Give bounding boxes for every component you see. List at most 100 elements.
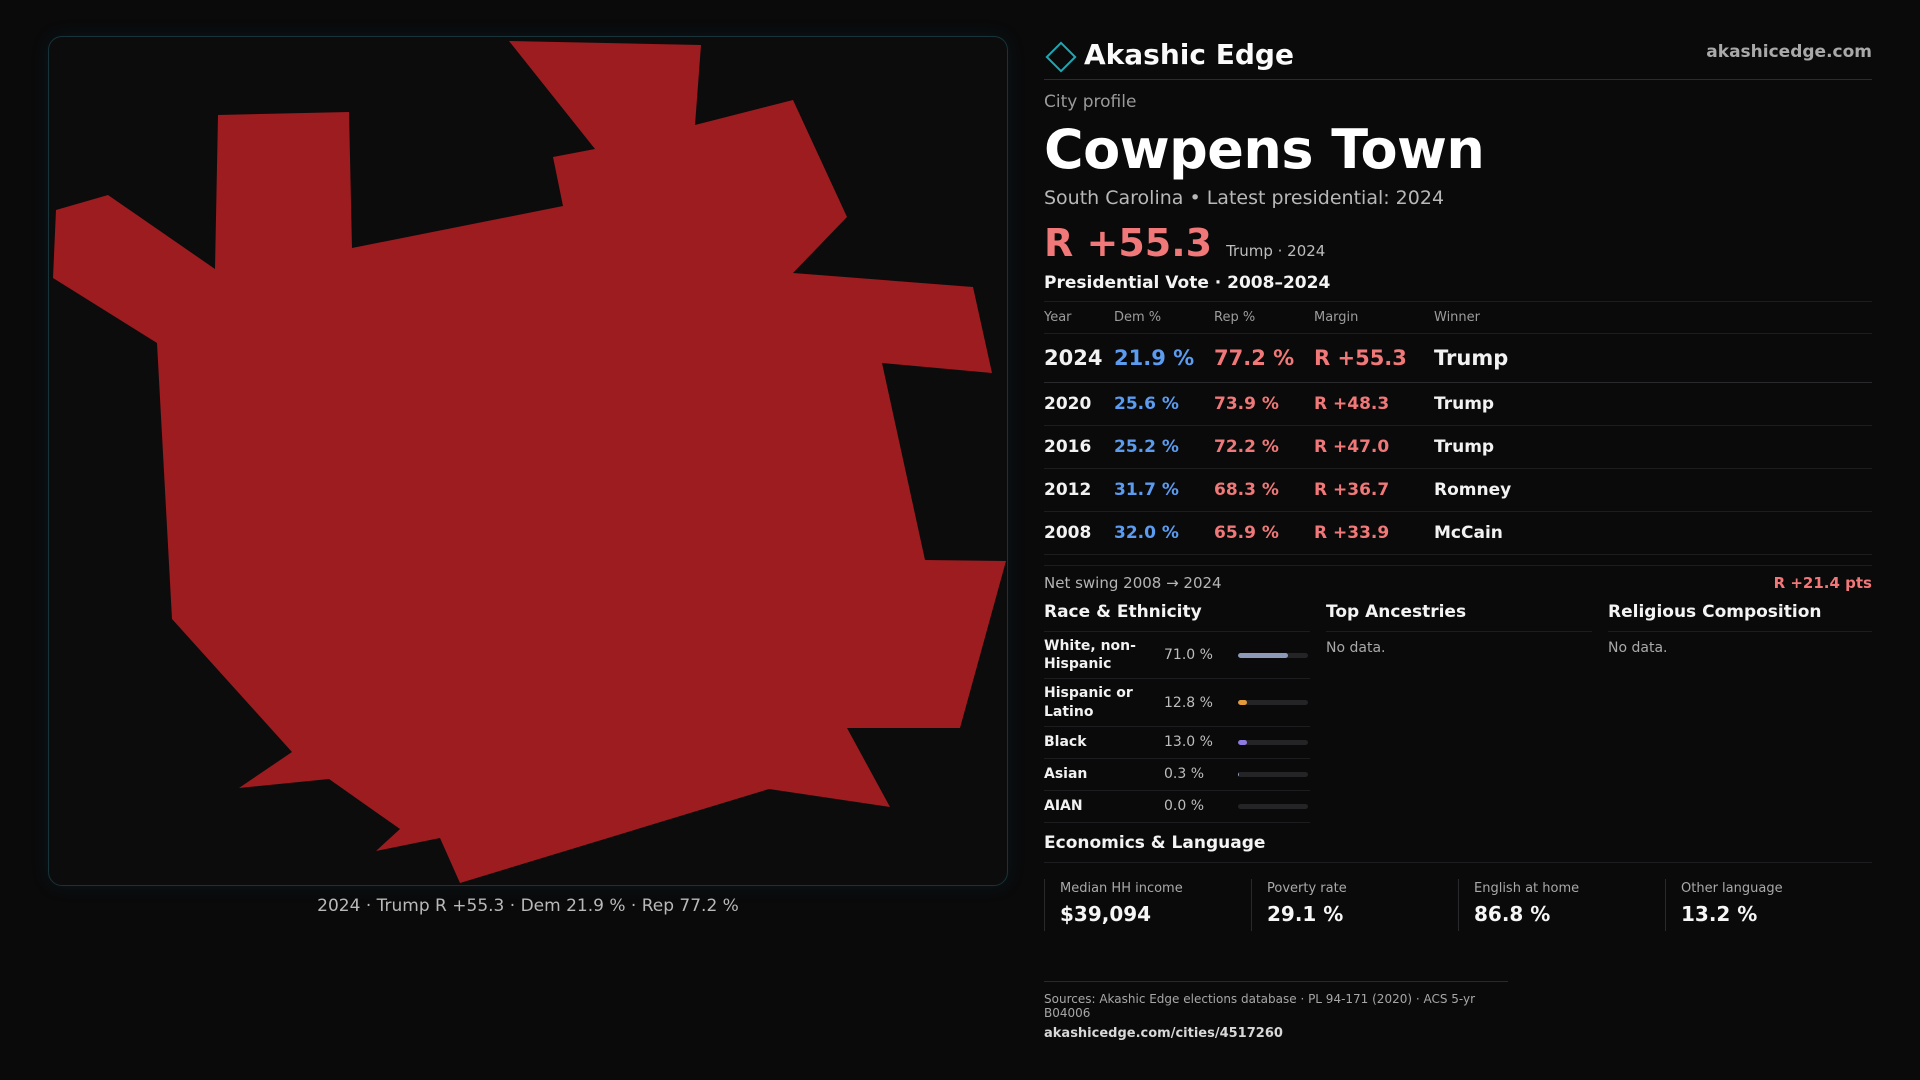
column-header: Margin	[1314, 302, 1434, 334]
dem-cell: 25.6 %	[1114, 382, 1214, 426]
column-header: Rep %	[1214, 302, 1314, 334]
race-bar	[1238, 803, 1308, 809]
winner-cell: Trump	[1434, 333, 1872, 383]
stat-value: 86.8 %	[1474, 901, 1551, 926]
city-map	[48, 36, 1008, 886]
net-swing: Net swing 2008 → 2024 R +21.4 pts	[1044, 565, 1872, 592]
year-cell: 2016	[1044, 425, 1114, 469]
race-row: Black 13.0 %	[1044, 727, 1310, 759]
stat-poverty-rate: Poverty rate 29.1 %	[1251, 878, 1458, 931]
economics-title: Economics & Language	[1044, 833, 1872, 863]
stat-label: Median HH income	[1060, 880, 1183, 896]
dem-cell: 32.0 %	[1114, 511, 1214, 555]
race-bar-fill	[1238, 771, 1240, 777]
margin-cell: R +33.9	[1314, 511, 1434, 555]
page-title: Cowpens Town	[1044, 118, 1485, 181]
race-name: Black	[1044, 734, 1087, 751]
swing-label: Net swing 2008 → 2024	[1044, 574, 1222, 592]
race-percent: 71.0 %	[1164, 647, 1213, 664]
dem-cell: 21.9 %	[1114, 333, 1214, 383]
ancestries-empty: No data.	[1326, 640, 1386, 656]
race-bar	[1238, 652, 1308, 658]
city-boundary-map	[53, 41, 1006, 883]
margin-cell: R +55.3	[1314, 333, 1434, 383]
diamond-logo-icon	[1045, 40, 1077, 73]
stat-value: 13.2 %	[1681, 901, 1758, 926]
race-name: Asian	[1044, 766, 1088, 783]
latest-margin: R +55.3 Trump · 2024	[1044, 221, 1872, 265]
stat-label: Poverty rate	[1267, 880, 1347, 896]
rep-cell: 65.9 %	[1214, 511, 1314, 555]
margin-cell: R +36.7	[1314, 468, 1434, 512]
race-bar	[1238, 771, 1308, 777]
stat-value: 29.1 %	[1267, 901, 1344, 926]
map-caption: 2024 · Trump R +55.3 · Dem 21.9 % · Rep …	[317, 896, 739, 916]
economics-stats: Median HH income $39,094 Poverty rate 29…	[1044, 878, 1872, 931]
winner-cell: Trump	[1434, 425, 1872, 469]
race-bar	[1238, 739, 1308, 745]
column-header: Year	[1044, 302, 1114, 334]
city-boundary-shape	[53, 41, 1006, 883]
religious-composition: Religious Composition No data.	[1608, 602, 1872, 823]
race-percent: 13.0 %	[1164, 734, 1213, 751]
stat-median-income: Median HH income $39,094	[1044, 878, 1251, 931]
margin-cell: R +48.3	[1314, 382, 1434, 426]
site-link[interactable]: akashicedge.com	[1706, 42, 1872, 62]
table-row: 2008 32.0 % 65.9 % R +33.9 McCain	[1044, 511, 1872, 555]
table-row: 2016 25.2 % 72.2 % R +47.0 Trump	[1044, 425, 1872, 469]
year-cell: 2008	[1044, 511, 1114, 555]
header: Akashic Edge akashicedge.com	[1044, 30, 1872, 80]
table-row: 2012 31.7 % 68.3 % R +36.7 Romney	[1044, 468, 1872, 512]
race-bar-fill	[1238, 739, 1248, 745]
race-row: Asian 0.3 %	[1044, 759, 1310, 791]
stat-label: English at home	[1474, 880, 1580, 896]
stat-other-language: Other language 13.2 %	[1665, 878, 1872, 931]
ancestries-title: Top Ancestries	[1326, 602, 1592, 632]
race-row: AIAN 0.0 %	[1044, 791, 1310, 823]
winner-cell: Trump	[1434, 382, 1872, 426]
race-ethnicity: Race & Ethnicity White, non-Hispanic 71.0…	[1044, 602, 1310, 823]
table-row: 2024 21.9 % 77.2 % R +55.3 Trump	[1044, 333, 1872, 383]
table-row: 2020 25.6 % 73.9 % R +48.3 Trump	[1044, 382, 1872, 426]
column-header: Dem %	[1114, 302, 1214, 334]
race-row: Hispanic or Latino 12.8 %	[1044, 679, 1310, 727]
margin-note: Trump · 2024	[1226, 242, 1326, 260]
table-header-row: Year Dem % Rep % Margin Winner	[1044, 302, 1872, 334]
race-name: Hispanic or Latino	[1044, 685, 1133, 720]
race-percent: 0.0 %	[1164, 798, 1205, 815]
top-ancestries: Top Ancestries No data.	[1326, 602, 1592, 823]
religion-title: Religious Composition	[1608, 602, 1872, 632]
margin-cell: R +47.0	[1314, 425, 1434, 469]
stat-english-at-home: English at home 86.8 %	[1458, 878, 1665, 931]
rep-cell: 72.2 %	[1214, 425, 1314, 469]
year-cell: 2012	[1044, 468, 1114, 512]
presidential-title: Presidential Vote · 2008–2024	[1044, 273, 1872, 302]
eyebrow: City profile	[1044, 92, 1137, 112]
city-profile-panel: Akashic Edge akashicedge.com City profil…	[1044, 30, 1872, 1041]
race-row: White, non-Hispanic 71.0 %	[1044, 632, 1310, 680]
subtitle: South Carolina • Latest presidential: 20…	[1044, 187, 1445, 209]
year-cell: 2024	[1044, 333, 1114, 383]
presidential-table: Year Dem % Rep % Margin Winner 2024 21.9…	[1044, 302, 1872, 555]
demographics-section: Race & Ethnicity White, non-Hispanic 71.0…	[1044, 602, 1872, 823]
sources: Sources: Akashic Edge elections database…	[1044, 980, 1508, 1041]
race-bar	[1238, 700, 1308, 706]
column-header: Winner	[1434, 302, 1872, 334]
year-cell: 2020	[1044, 382, 1114, 426]
swing-value: R +21.4 pts	[1773, 574, 1872, 592]
rep-cell: 68.3 %	[1214, 468, 1314, 512]
dem-cell: 25.2 %	[1114, 425, 1214, 469]
race-name: White, non-Hispanic	[1044, 638, 1136, 673]
rep-cell: 77.2 %	[1214, 333, 1314, 383]
rep-cell: 73.9 %	[1214, 382, 1314, 426]
stat-label: Other language	[1681, 880, 1783, 896]
brand-name: Akashic Edge	[1084, 38, 1294, 71]
race-list: White, non-Hispanic 71.0 % Hispanic or Lat…	[1044, 632, 1310, 823]
sources-url[interactable]: akashicedge.com/cities/4517260	[1044, 1025, 1283, 1041]
dem-cell: 31.7 %	[1114, 468, 1214, 512]
race-title: Race & Ethnicity	[1044, 602, 1310, 632]
winner-cell: Romney	[1434, 468, 1872, 512]
religion-empty: No data.	[1608, 640, 1668, 656]
race-bar-fill	[1238, 652, 1288, 658]
race-percent: 12.8 %	[1164, 694, 1213, 711]
